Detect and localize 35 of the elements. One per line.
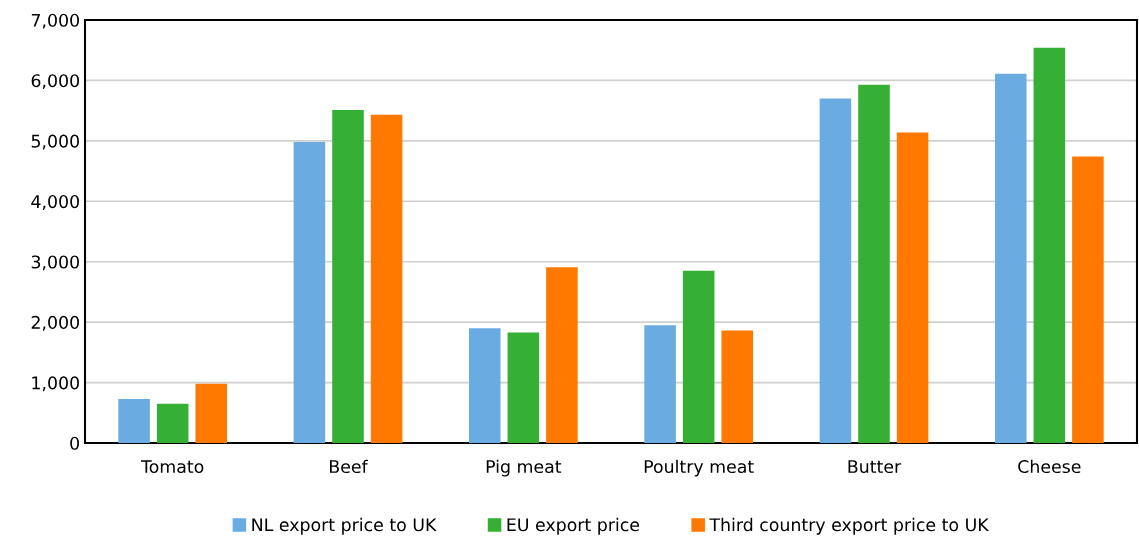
bar [195, 383, 228, 443]
legend-label: NL export price to UK [252, 517, 437, 535]
bar [370, 114, 403, 443]
bar [721, 330, 754, 443]
bar [644, 325, 676, 443]
bar [156, 403, 189, 443]
x-tick-label: Poultry meat [644, 459, 754, 477]
bar [1033, 47, 1066, 443]
y-tick-label: 7,000 [31, 13, 79, 29]
y-tick-label: 3,000 [31, 255, 79, 271]
y-tick-label: 6,000 [31, 74, 79, 90]
x-tick-label: Butter [848, 460, 902, 474]
bar [507, 332, 540, 443]
bar [896, 132, 929, 443]
bar [546, 267, 578, 443]
x-tick-label: Tomato [140, 460, 204, 474]
bar [332, 110, 364, 443]
legend-label: EU export price [507, 517, 640, 535]
y-tick-label: 1,000 [32, 376, 79, 392]
y-tick-label: 2,000 [31, 315, 79, 331]
x-tick-label: Pig meat [486, 459, 562, 477]
bar [858, 84, 890, 443]
y-tick-label: 5,000 [31, 134, 79, 150]
bar [682, 270, 715, 443]
bar [994, 73, 1027, 443]
x-tick-label: Beef [330, 459, 369, 474]
bar [468, 328, 501, 443]
bar [1072, 156, 1104, 443]
bar [819, 98, 852, 443]
x-tick-label: Cheese [1018, 459, 1081, 474]
bar [118, 398, 150, 443]
y-tick-label: 4,000 [31, 195, 79, 210]
y-tick-label: 0 [70, 436, 79, 450]
bar [293, 142, 326, 443]
legend-label: Third country export price to UK [709, 517, 990, 535]
